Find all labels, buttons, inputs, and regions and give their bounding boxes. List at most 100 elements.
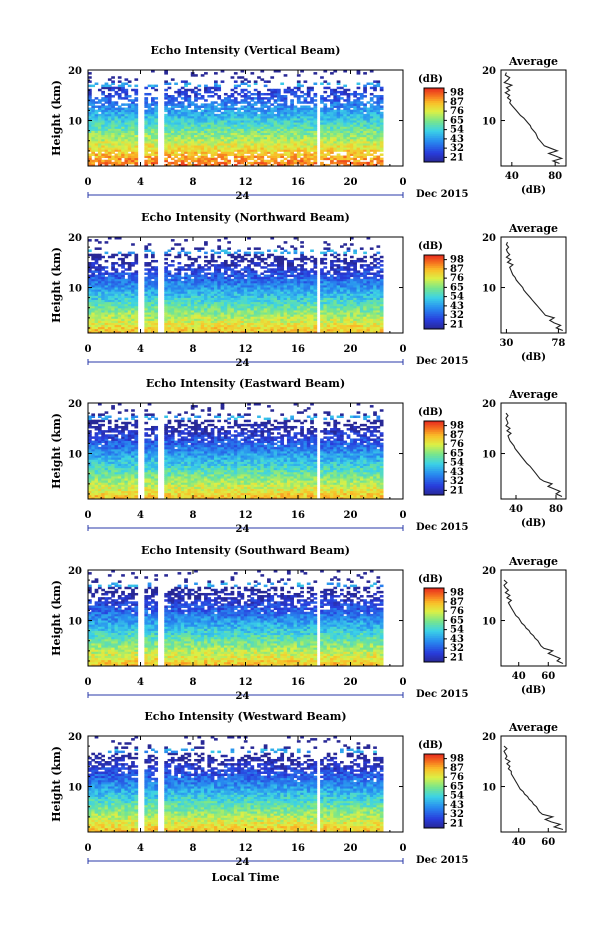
heatmap-cell (353, 90, 357, 94)
heatmap-cell (170, 130, 175, 134)
heatmap-cell (107, 310, 112, 313)
heatmap-cell (151, 136, 155, 140)
heatmap-cell (227, 143, 231, 146)
heatmap-cell (253, 111, 258, 115)
heatmap-cell (247, 149, 251, 152)
heatmap-cell (214, 305, 218, 309)
heatmap-cell (253, 132, 258, 136)
heatmap-cell (144, 132, 149, 136)
heatmap-cell (97, 159, 102, 163)
heatmap-cell (154, 324, 159, 328)
heatmap-cell (144, 97, 149, 100)
heatmap-cell (300, 70, 304, 73)
heatmap-cell (260, 138, 265, 142)
heatmap-cell (121, 272, 125, 275)
heatmap-cell (217, 251, 222, 255)
heatmap-cell (144, 149, 149, 152)
heatmap-cell (330, 115, 334, 119)
heatmap-cell (104, 124, 109, 127)
heatmap-cell (177, 278, 182, 282)
heatmap-cell (184, 124, 188, 127)
heatmap-cell (187, 297, 192, 301)
heatmap-cell (349, 113, 354, 117)
heatmap-cell (94, 270, 99, 273)
heatmap-cell (250, 134, 255, 138)
heatmap-cell (194, 90, 198, 94)
heatmap-cell (207, 109, 212, 113)
heatmap-cell (111, 312, 115, 315)
heatmap-cell (346, 111, 351, 115)
heatmap-cell (194, 297, 198, 301)
heatmap-cell (97, 161, 102, 165)
colorbar-tick-label: 76 (450, 106, 464, 117)
heatmap-cell (336, 149, 341, 152)
heatmap-cell (283, 95, 288, 98)
heatmap-cell (91, 113, 96, 117)
heatmap-cell (104, 303, 109, 307)
heatmap-cell (293, 274, 298, 278)
heatmap-cell (101, 307, 105, 311)
heatmap-cell (170, 328, 175, 332)
heatmap-cell (270, 113, 275, 117)
heatmap-cell (101, 118, 105, 121)
heatmap-cell (326, 95, 331, 98)
heatmap-cell (263, 153, 268, 156)
heatmap-cell (250, 153, 255, 156)
heatmap-cell (270, 262, 275, 265)
heatmap-cell (237, 115, 241, 119)
heatmap-cell (194, 113, 198, 117)
heatmap-cell (223, 264, 228, 267)
heatmap-cell (164, 124, 168, 127)
heatmap-cell (127, 295, 132, 298)
heatmap-cell (167, 149, 172, 152)
heatmap-cell (280, 97, 285, 100)
heatmap-cell (131, 155, 135, 159)
heatmap-cell (147, 157, 152, 161)
heatmap-cell (243, 113, 248, 117)
heatmap-cell (144, 297, 149, 301)
heatmap-cell (134, 113, 139, 117)
heatmap-cell (323, 130, 328, 134)
heatmap-cell (349, 130, 354, 134)
heatmap-cell (330, 120, 334, 123)
heatmap-cell (134, 310, 139, 313)
heatmap-cell (273, 147, 278, 150)
heatmap-cell (94, 82, 99, 86)
heatmap-cell (164, 103, 168, 106)
heatmap-cell (94, 132, 99, 136)
heatmap-cell (260, 107, 265, 111)
heatmap-cell (101, 109, 105, 113)
heatmap-cell (107, 287, 112, 290)
heatmap-cell (243, 140, 248, 144)
heatmap-cell (177, 136, 182, 140)
heatmap-cell (88, 239, 92, 242)
heatmap-cell (131, 297, 135, 301)
heatmap-cell (290, 118, 294, 121)
heatmap-cell (233, 255, 238, 259)
colorbar-segment (424, 89, 444, 93)
heatmap-cell (353, 159, 357, 163)
heatmap-cell (336, 82, 341, 86)
heatmap-cell (194, 157, 198, 161)
heatmap-cell (170, 310, 175, 313)
heatmap-cell (177, 291, 182, 294)
heatmap-cell (273, 264, 278, 267)
heatmap-cell (207, 289, 212, 292)
heatmap-cell (363, 109, 367, 113)
heatmap-cell (283, 134, 288, 138)
heatmap-cell (217, 145, 222, 148)
heatmap-cell (88, 305, 92, 309)
heatmap-cell (164, 136, 168, 140)
heatmap-cell (177, 101, 182, 104)
heatmap-cell (180, 303, 185, 307)
heatmap-cell (260, 97, 265, 100)
heatmap-cell (346, 120, 351, 123)
heatmap-cell (164, 70, 168, 73)
heatmap-cell (373, 88, 377, 92)
heatmap-cell (121, 287, 125, 290)
heatmap-cell (111, 291, 115, 294)
heatmap-cell (237, 259, 241, 263)
heatmap-cell (253, 124, 258, 127)
heatmap-cell (127, 132, 132, 136)
heatmap-cell (283, 113, 288, 117)
